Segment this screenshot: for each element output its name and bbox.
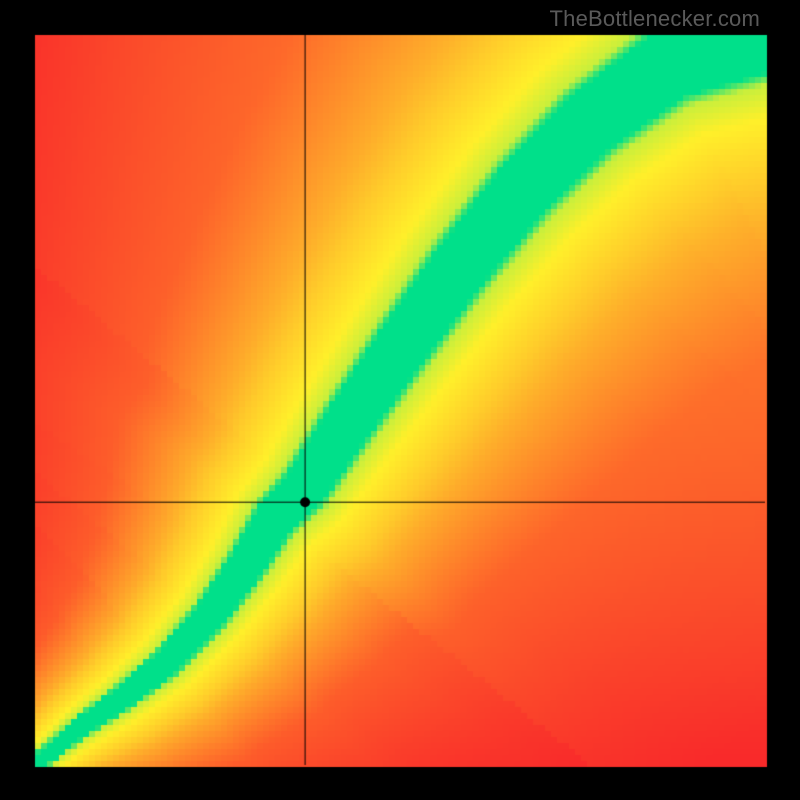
bottleneck-heatmap — [0, 0, 800, 800]
watermark-text: TheBottlenecker.com — [550, 6, 760, 32]
chart-container: { "watermark_text": "TheBottlenecker.com… — [0, 0, 800, 800]
